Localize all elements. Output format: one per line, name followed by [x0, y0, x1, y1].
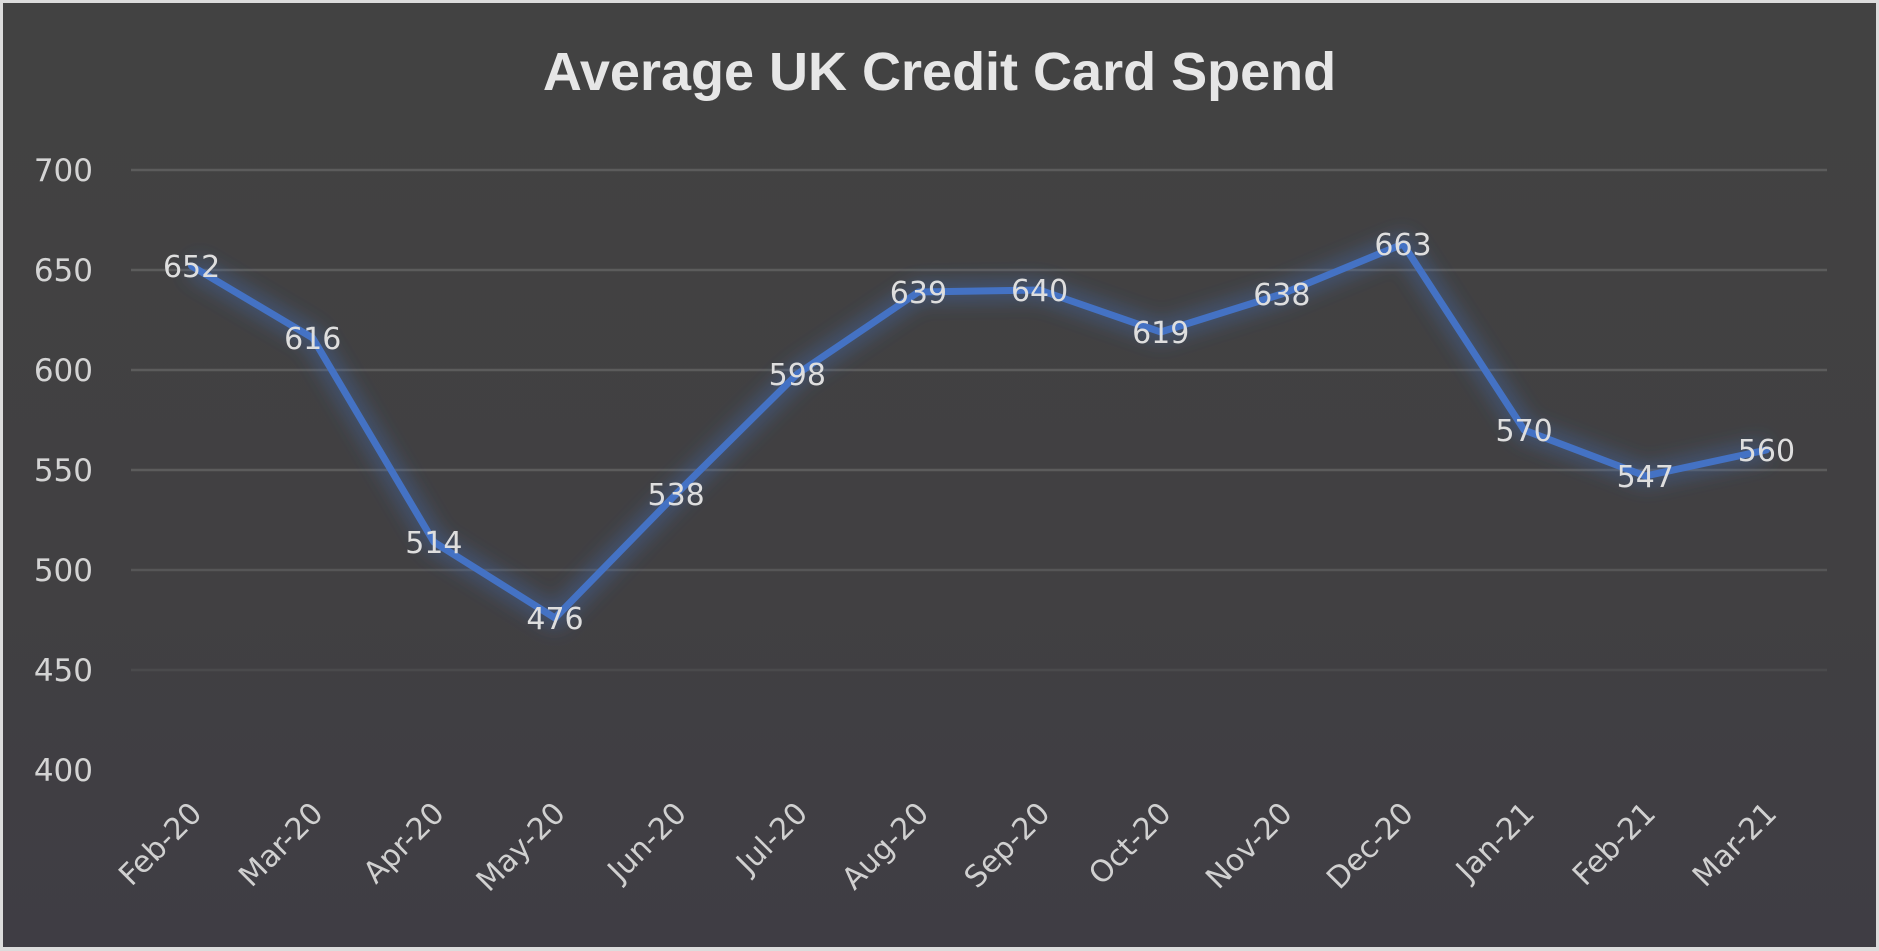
line-plot: 700 650 600 550 500 450 400 Feb-20 Mar-20 Apr-20… — [34, 153, 1829, 899]
y-tick-label: 450 — [34, 653, 93, 689]
x-tick-label: Apr-20 — [357, 796, 452, 891]
x-tick-label: Mar-21 — [1686, 796, 1784, 894]
data-label: 652 — [163, 250, 220, 285]
x-tick-label: Dec-20 — [1320, 796, 1420, 896]
data-series — [185, 233, 1770, 629]
x-tick-label: Feb-20 — [112, 796, 209, 893]
x-tick-label: Mar-20 — [232, 796, 330, 894]
x-axis: Feb-20 Mar-20 Apr-20 May-20 Jun-20 Jul-20 Aug-… — [112, 796, 1784, 899]
x-tick-label: May-20 — [470, 796, 573, 899]
chart-title: Average UK Credit Card Spend — [542, 42, 1337, 102]
chart-area: Average UK Credit Card Spend 700 650 600 55… — [3, 3, 1876, 947]
data-label: 619 — [1132, 316, 1189, 351]
x-tick-label: Nov-20 — [1199, 796, 1299, 896]
y-tick-label: 700 — [34, 153, 93, 189]
x-tick-label: Feb-21 — [1566, 796, 1663, 893]
data-label: 640 — [1011, 274, 1068, 309]
data-label: 616 — [284, 322, 341, 357]
x-tick-label: Oct-20 — [1082, 796, 1178, 892]
data-label: 547 — [1617, 460, 1674, 495]
y-tick-label: 400 — [34, 753, 93, 789]
y-tick-label: 550 — [34, 453, 93, 489]
data-label: 514 — [405, 526, 462, 561]
y-axis: 700 650 600 550 500 450 400 — [34, 153, 93, 789]
data-label: 638 — [1253, 278, 1310, 313]
y-tick-label: 500 — [34, 553, 93, 589]
series-line — [188, 240, 1770, 622]
y-tick-label: 650 — [34, 253, 93, 289]
x-tick-label: Sep-20 — [958, 796, 1057, 895]
data-label: 476 — [526, 602, 583, 637]
data-labels: 652 616 514 476 538 598 639 640 619 638 663 570 547 5… — [163, 228, 1795, 637]
x-tick-label: Jun-20 — [600, 796, 694, 890]
data-label: 639 — [890, 276, 947, 311]
gridlines — [129, 168, 1829, 683]
x-tick-label: Jan-21 — [1448, 796, 1542, 890]
data-label: 538 — [648, 478, 705, 513]
x-tick-label: Jul-20 — [729, 796, 815, 882]
data-label: 560 — [1738, 434, 1795, 469]
x-tick-label: Aug-20 — [835, 796, 936, 897]
data-label: 598 — [769, 358, 826, 393]
y-tick-label: 600 — [34, 353, 93, 389]
data-label: 570 — [1496, 414, 1553, 449]
data-label: 663 — [1374, 228, 1431, 263]
